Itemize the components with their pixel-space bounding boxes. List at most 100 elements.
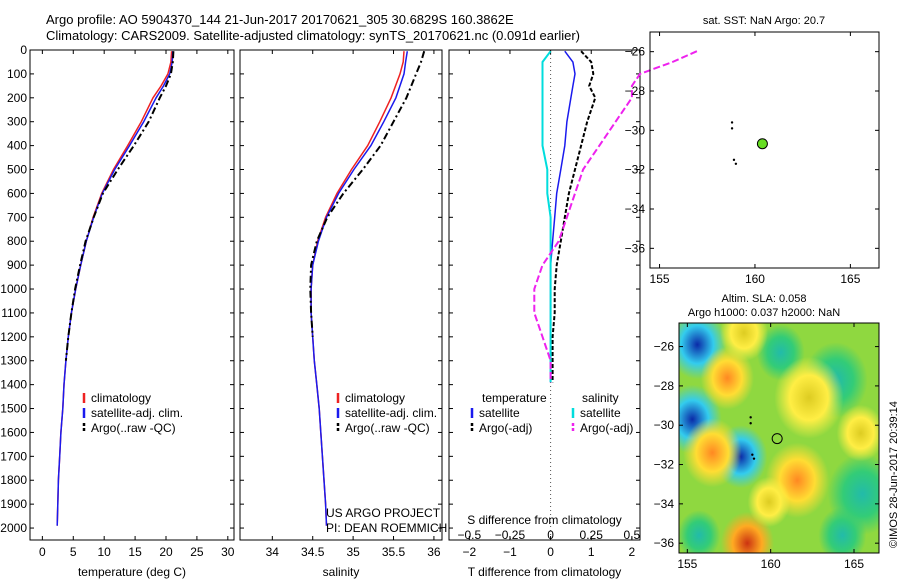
sla-blob bbox=[683, 418, 742, 488]
difference-legend-item-label: Argo(-adj) bbox=[580, 421, 633, 435]
depth-tick-label: 1600 bbox=[0, 425, 27, 439]
difference-x-tick-label: 2 bbox=[629, 545, 636, 559]
temperature-legend-item-label: climatology bbox=[91, 391, 151, 405]
legend-salinity-title: salinity bbox=[582, 391, 619, 405]
depth-tick-label: 200 bbox=[7, 91, 27, 105]
temperature-legend-item-label: Argo(..raw -QC) bbox=[91, 421, 176, 435]
sst-map-y-tick-label: −26 bbox=[625, 45, 646, 59]
s-difference-axis-label: S difference from climatology bbox=[467, 513, 622, 527]
salinity-legend-item-label: climatology bbox=[345, 391, 405, 405]
depth-tick-label: 1200 bbox=[0, 330, 27, 344]
figure-header: Argo profile: AO 5904370_144 21-Jun-2017… bbox=[46, 12, 580, 44]
temperature-x-tick-label: 25 bbox=[190, 545, 204, 559]
depth-tick-label: 900 bbox=[7, 258, 27, 272]
depth-tick-label: 1800 bbox=[0, 473, 27, 487]
s-difference-tick-label: 0.5 bbox=[624, 528, 641, 542]
float-position-marker bbox=[756, 138, 768, 150]
sst-map-y-tick-label: −34 bbox=[625, 202, 646, 216]
float-track-point bbox=[730, 121, 734, 124]
sst-map-frame bbox=[649, 31, 880, 269]
difference-panel-frame bbox=[448, 49, 641, 541]
float-track-point bbox=[734, 162, 738, 165]
difference-series-line bbox=[551, 50, 597, 383]
difference-series-line bbox=[533, 50, 698, 383]
temperature-x-tick-label: 15 bbox=[128, 545, 142, 559]
float-track-point bbox=[730, 127, 734, 130]
s-difference-tick-label: −0.5 bbox=[457, 528, 481, 542]
depth-tick-label: 400 bbox=[7, 139, 27, 153]
difference-series-line bbox=[549, 50, 576, 383]
sla-map-y-tick-label: −36 bbox=[654, 536, 675, 550]
salinity-series-line bbox=[310, 51, 409, 526]
sst-map-x-tick-label: 165 bbox=[840, 272, 860, 286]
sst-map-y-tick-label: −28 bbox=[625, 84, 646, 98]
sla-map-y-tick-label: −28 bbox=[654, 379, 675, 393]
header-line-1: Argo profile: AO 5904370_144 21-Jun-2017… bbox=[46, 12, 514, 27]
temperature-x-tick-label: 0 bbox=[39, 545, 46, 559]
sla-map-frame bbox=[678, 322, 880, 554]
difference-x-tick-label: −2 bbox=[462, 545, 476, 559]
temperature-x-tick-label: 10 bbox=[98, 545, 112, 559]
salinity-x-tick-label: 34 bbox=[266, 545, 280, 559]
sla-blob bbox=[818, 507, 867, 553]
pi-label: PI: DEAN ROEMMICH bbox=[326, 521, 447, 535]
sst-map-x-tick-label: 160 bbox=[745, 272, 765, 286]
depth-tick-label: 700 bbox=[7, 210, 27, 224]
float-position-marker bbox=[771, 433, 783, 445]
salinity-series-line bbox=[310, 51, 405, 526]
sst-map-y-tick-label: −30 bbox=[625, 123, 646, 137]
float-track-point bbox=[732, 158, 736, 162]
sst-map-y-tick-label: −36 bbox=[625, 241, 646, 255]
s-difference-tick-label: −0.25 bbox=[495, 528, 526, 542]
header-line-2: Climatology: CARS2009. Satellite-adjuste… bbox=[46, 28, 581, 43]
sst-map-x-tick-label: 155 bbox=[650, 272, 670, 286]
sla-map-title-1: Altim. SLA: 0.058 bbox=[722, 293, 807, 305]
depth-tick-label: 300 bbox=[7, 115, 27, 129]
sla-map-y-tick-label: −30 bbox=[654, 418, 675, 432]
temperature-x-axis-label: temperature (deg C) bbox=[78, 565, 186, 579]
sst-map-y-tick-label: −32 bbox=[625, 163, 646, 177]
sla-blob bbox=[747, 476, 791, 528]
salinity-legend-item-label: Argo(..raw -QC) bbox=[345, 421, 430, 435]
salinity-series-line bbox=[309, 50, 426, 337]
depth-tick-label: 1400 bbox=[0, 378, 27, 392]
depth-tick-label: 600 bbox=[7, 186, 27, 200]
float-track-point bbox=[749, 416, 752, 419]
depth-tick-label: 1700 bbox=[0, 449, 27, 463]
salinity-x-tick-label: 36 bbox=[427, 545, 441, 559]
difference-x-tick-label: −1 bbox=[503, 545, 517, 559]
salinity-panel-frame bbox=[239, 49, 443, 541]
sla-map-title-2: Argo h1000: 0.037 h2000: NaN bbox=[688, 307, 840, 319]
difference-legend-item-label: satellite bbox=[580, 406, 621, 420]
sla-blob bbox=[836, 404, 879, 462]
salinity-x-tick-label: 35.5 bbox=[382, 545, 406, 559]
depth-tick-label: 2000 bbox=[0, 521, 27, 535]
sla-blob bbox=[774, 356, 844, 439]
depth-tick-label: 500 bbox=[7, 163, 27, 177]
sla-blob bbox=[700, 346, 754, 410]
difference-legend-item-label: Argo(-adj) bbox=[479, 421, 532, 435]
sla-field bbox=[679, 323, 879, 553]
sla-map-x-tick-label: 155 bbox=[677, 557, 697, 571]
sla-map-y-tick-label: −34 bbox=[654, 497, 675, 511]
depth-tick-label: 1300 bbox=[0, 354, 27, 368]
temperature-panel-frame bbox=[29, 49, 235, 541]
s-difference-tick-label: 0 bbox=[547, 528, 554, 542]
difference-series-line bbox=[541, 50, 552, 383]
difference-x-tick-label: 0 bbox=[547, 545, 554, 559]
sla-map-y-tick-label: −26 bbox=[654, 340, 675, 354]
sla-blob bbox=[679, 510, 721, 553]
temperature-x-tick-label: 30 bbox=[221, 545, 235, 559]
salinity-x-tick-label: 34.5 bbox=[301, 545, 325, 559]
sst-map-title: sat. SST: NaN Argo: 20.7 bbox=[703, 15, 825, 27]
project-label: US ARGO PROJECT bbox=[326, 506, 441, 520]
depth-tick-label: 1900 bbox=[0, 497, 27, 511]
s-difference-tick-label: 0.25 bbox=[580, 528, 604, 542]
depth-tick-label: 1500 bbox=[0, 402, 27, 416]
depth-tick-label: 100 bbox=[7, 67, 27, 81]
sla-blob bbox=[720, 323, 768, 362]
salinity-x-axis-label: salinity bbox=[323, 565, 360, 579]
difference-x-tick-label: 1 bbox=[588, 545, 595, 559]
sla-map-y-tick-label: −32 bbox=[654, 458, 675, 472]
